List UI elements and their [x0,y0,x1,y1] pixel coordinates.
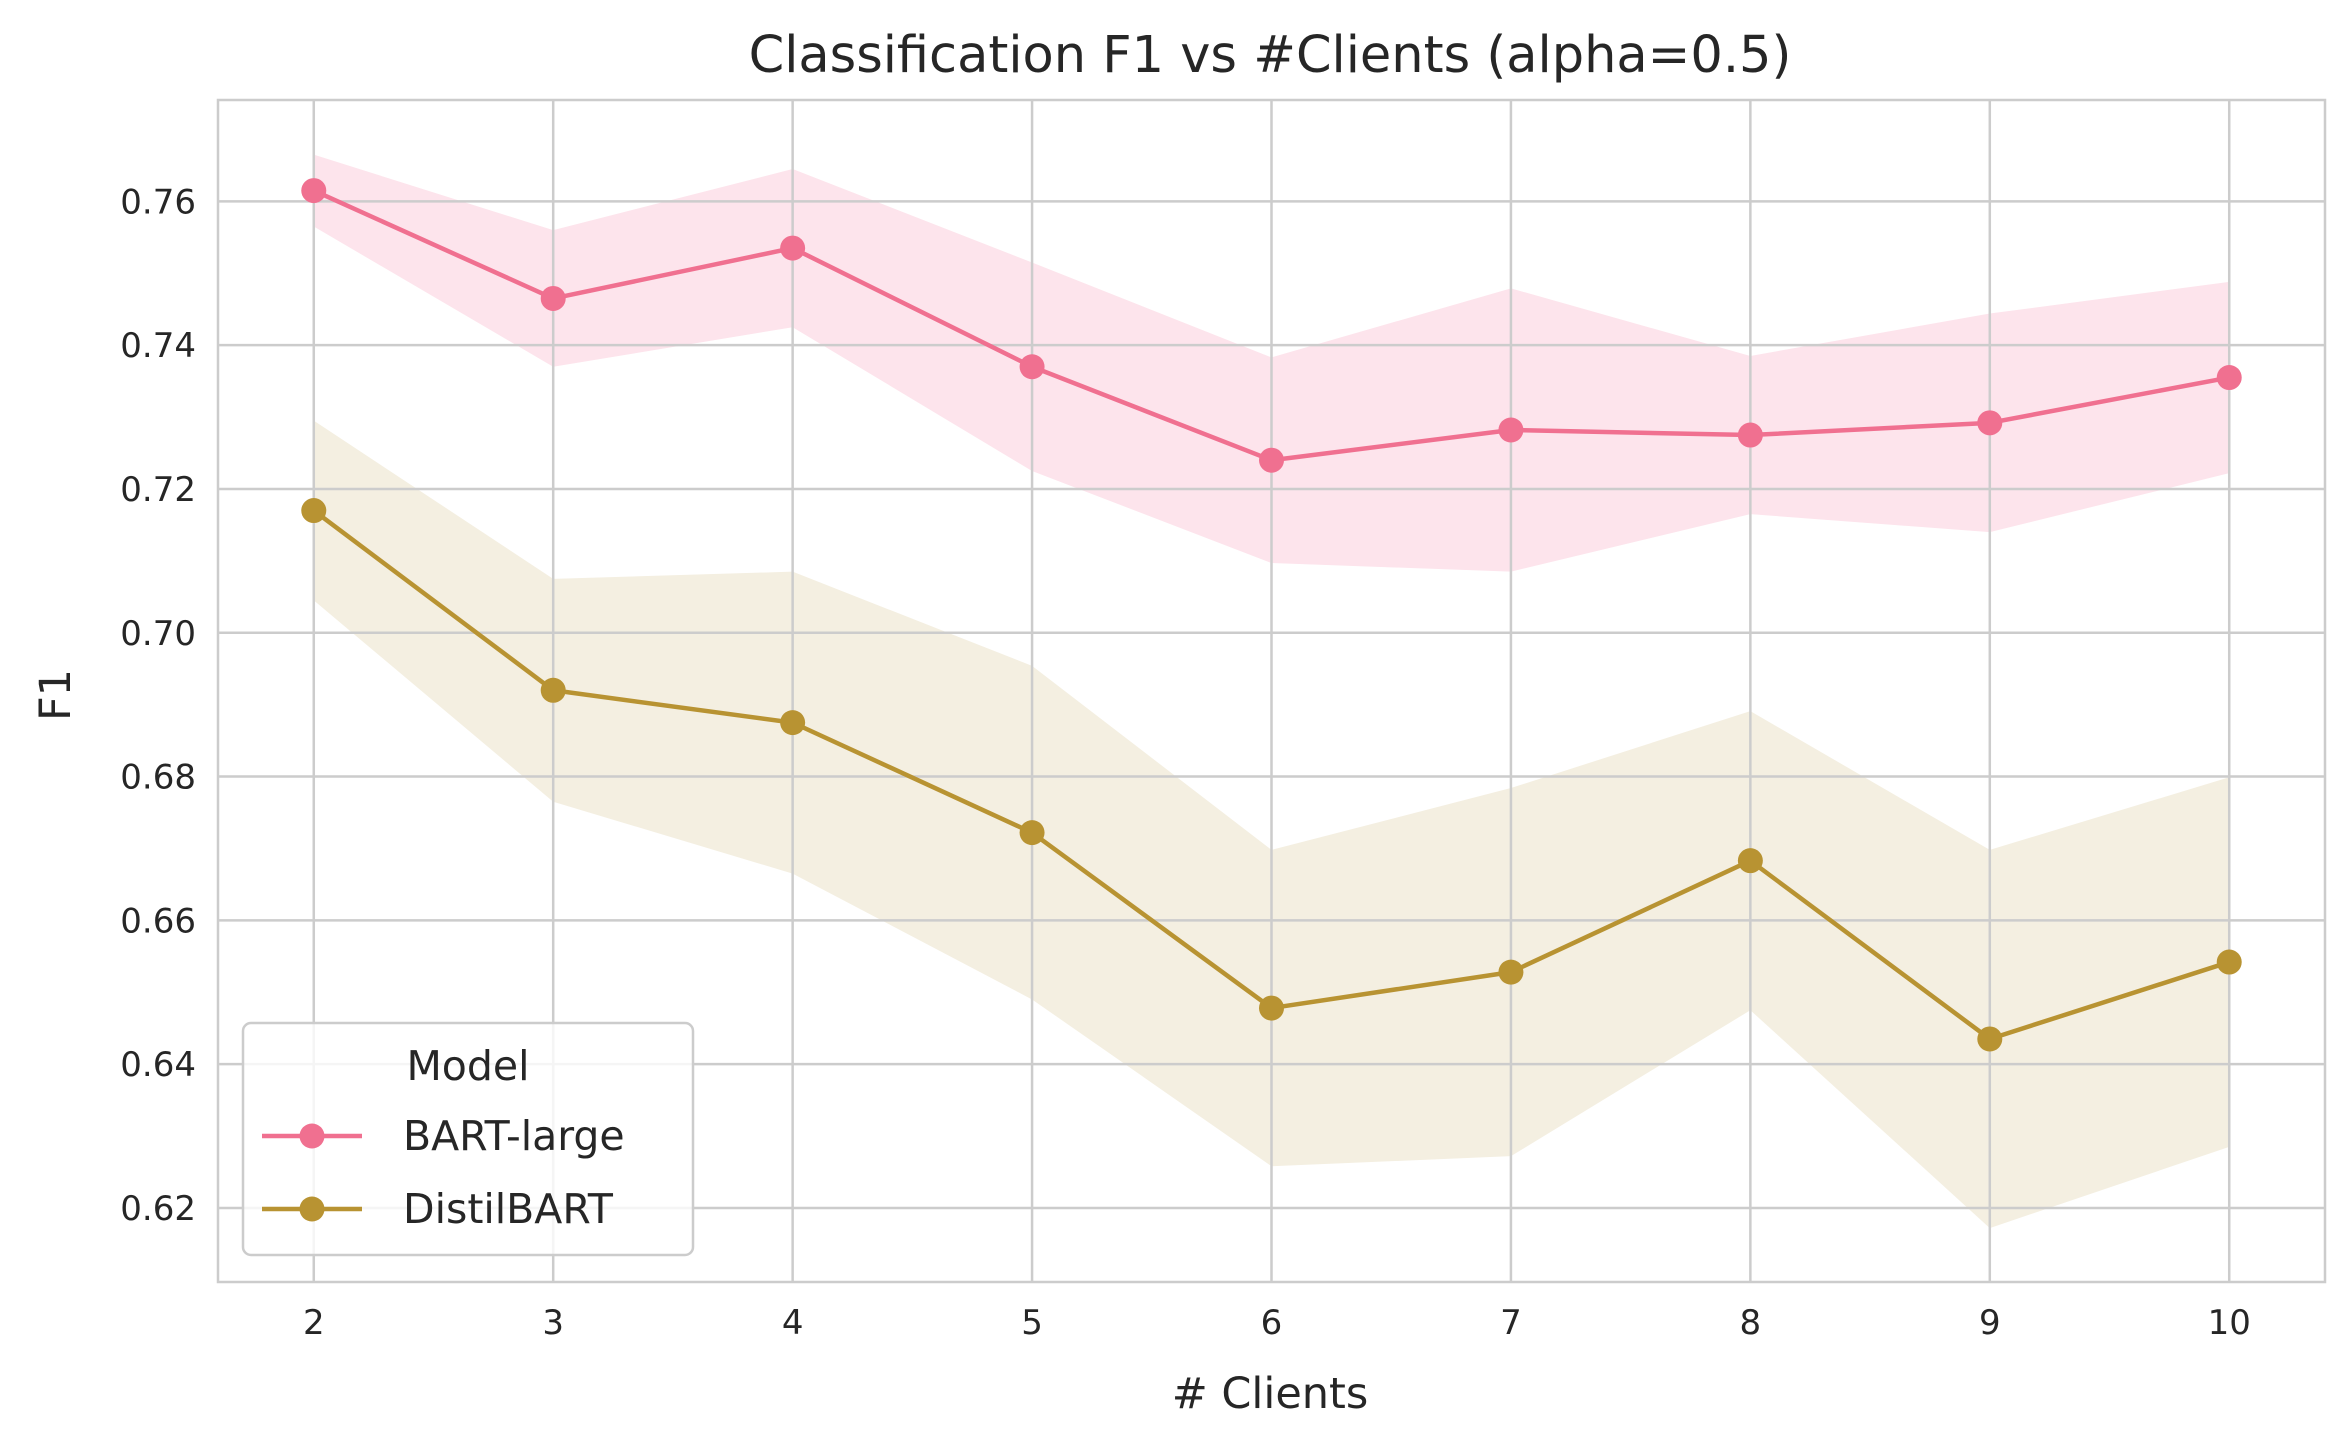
y-tick-label: 0.68 [120,758,196,798]
data-point-distilbart [540,677,566,703]
x-tick-label: 5 [1021,1303,1043,1343]
data-point-distilbart [1977,1026,2003,1052]
data-point-distilbart [1019,820,1045,846]
x-axis-label: # Clients [1172,1369,1369,1419]
chart-title: Classification F1 vs #Clients (alpha=0.5… [749,26,1792,85]
x-tick-label: 6 [1261,1303,1283,1343]
x-tick-label: 7 [1500,1303,1522,1343]
y-tick-labels: 0.62 0.64 0.66 0.68 0.70 0.72 0.74 0.76 [120,182,196,1229]
y-tick-label: 0.66 [120,901,196,941]
grid [218,100,2325,1282]
x-tick-label: 2 [303,1303,325,1343]
x-tick-labels: 2 3 4 5 6 7 8 9 10 [303,1303,2251,1343]
legend: Model BART-large DistilBART [241,1021,695,1257]
y-tick-label: 0.76 [120,182,196,222]
x-tick-label: 9 [1979,1303,2001,1343]
x-tick-label: 3 [542,1303,564,1343]
data-point-bart-large [540,285,566,311]
data-point-bart-large [1737,422,1763,448]
data-point-bart-large [1259,447,1284,473]
legend-marker-bart-large [299,1123,325,1149]
legend-label-distilbart: DistilBART [403,1185,614,1233]
data-point-distilbart [1498,959,1524,985]
legend-label-bart-large: BART-large [403,1112,625,1160]
data-point-distilbart [301,498,327,524]
y-tick-label: 0.72 [120,470,196,510]
data-point-bart-large [780,235,806,261]
x-tick-label: 10 [2208,1303,2251,1343]
y-axis-label: F1 [31,669,81,721]
y-tick-label: 0.74 [120,326,196,366]
data-point-distilbart [780,710,806,736]
y-tick-label: 0.62 [120,1189,196,1229]
data-point-distilbart [1259,995,1284,1021]
series-points [301,178,2242,1052]
data-point-bart-large [1498,417,1524,443]
data-point-bart-large [2216,365,2242,391]
data-point-bart-large [301,178,327,204]
data-point-bart-large [1019,354,1045,380]
data-point-distilbart [2216,949,2242,975]
data-point-distilbart [1737,848,1763,874]
legend-box [241,1021,695,1257]
plot-frame [216,98,2327,1284]
y-tick-label: 0.70 [120,614,196,654]
legend-marker-distilbart [299,1196,325,1222]
legend-title: Model [406,1042,529,1090]
x-tick-label: 8 [1740,1303,1762,1343]
data-point-bart-large [1977,410,2003,436]
x-tick-label: 4 [782,1303,804,1343]
y-tick-label: 0.64 [120,1045,196,1085]
